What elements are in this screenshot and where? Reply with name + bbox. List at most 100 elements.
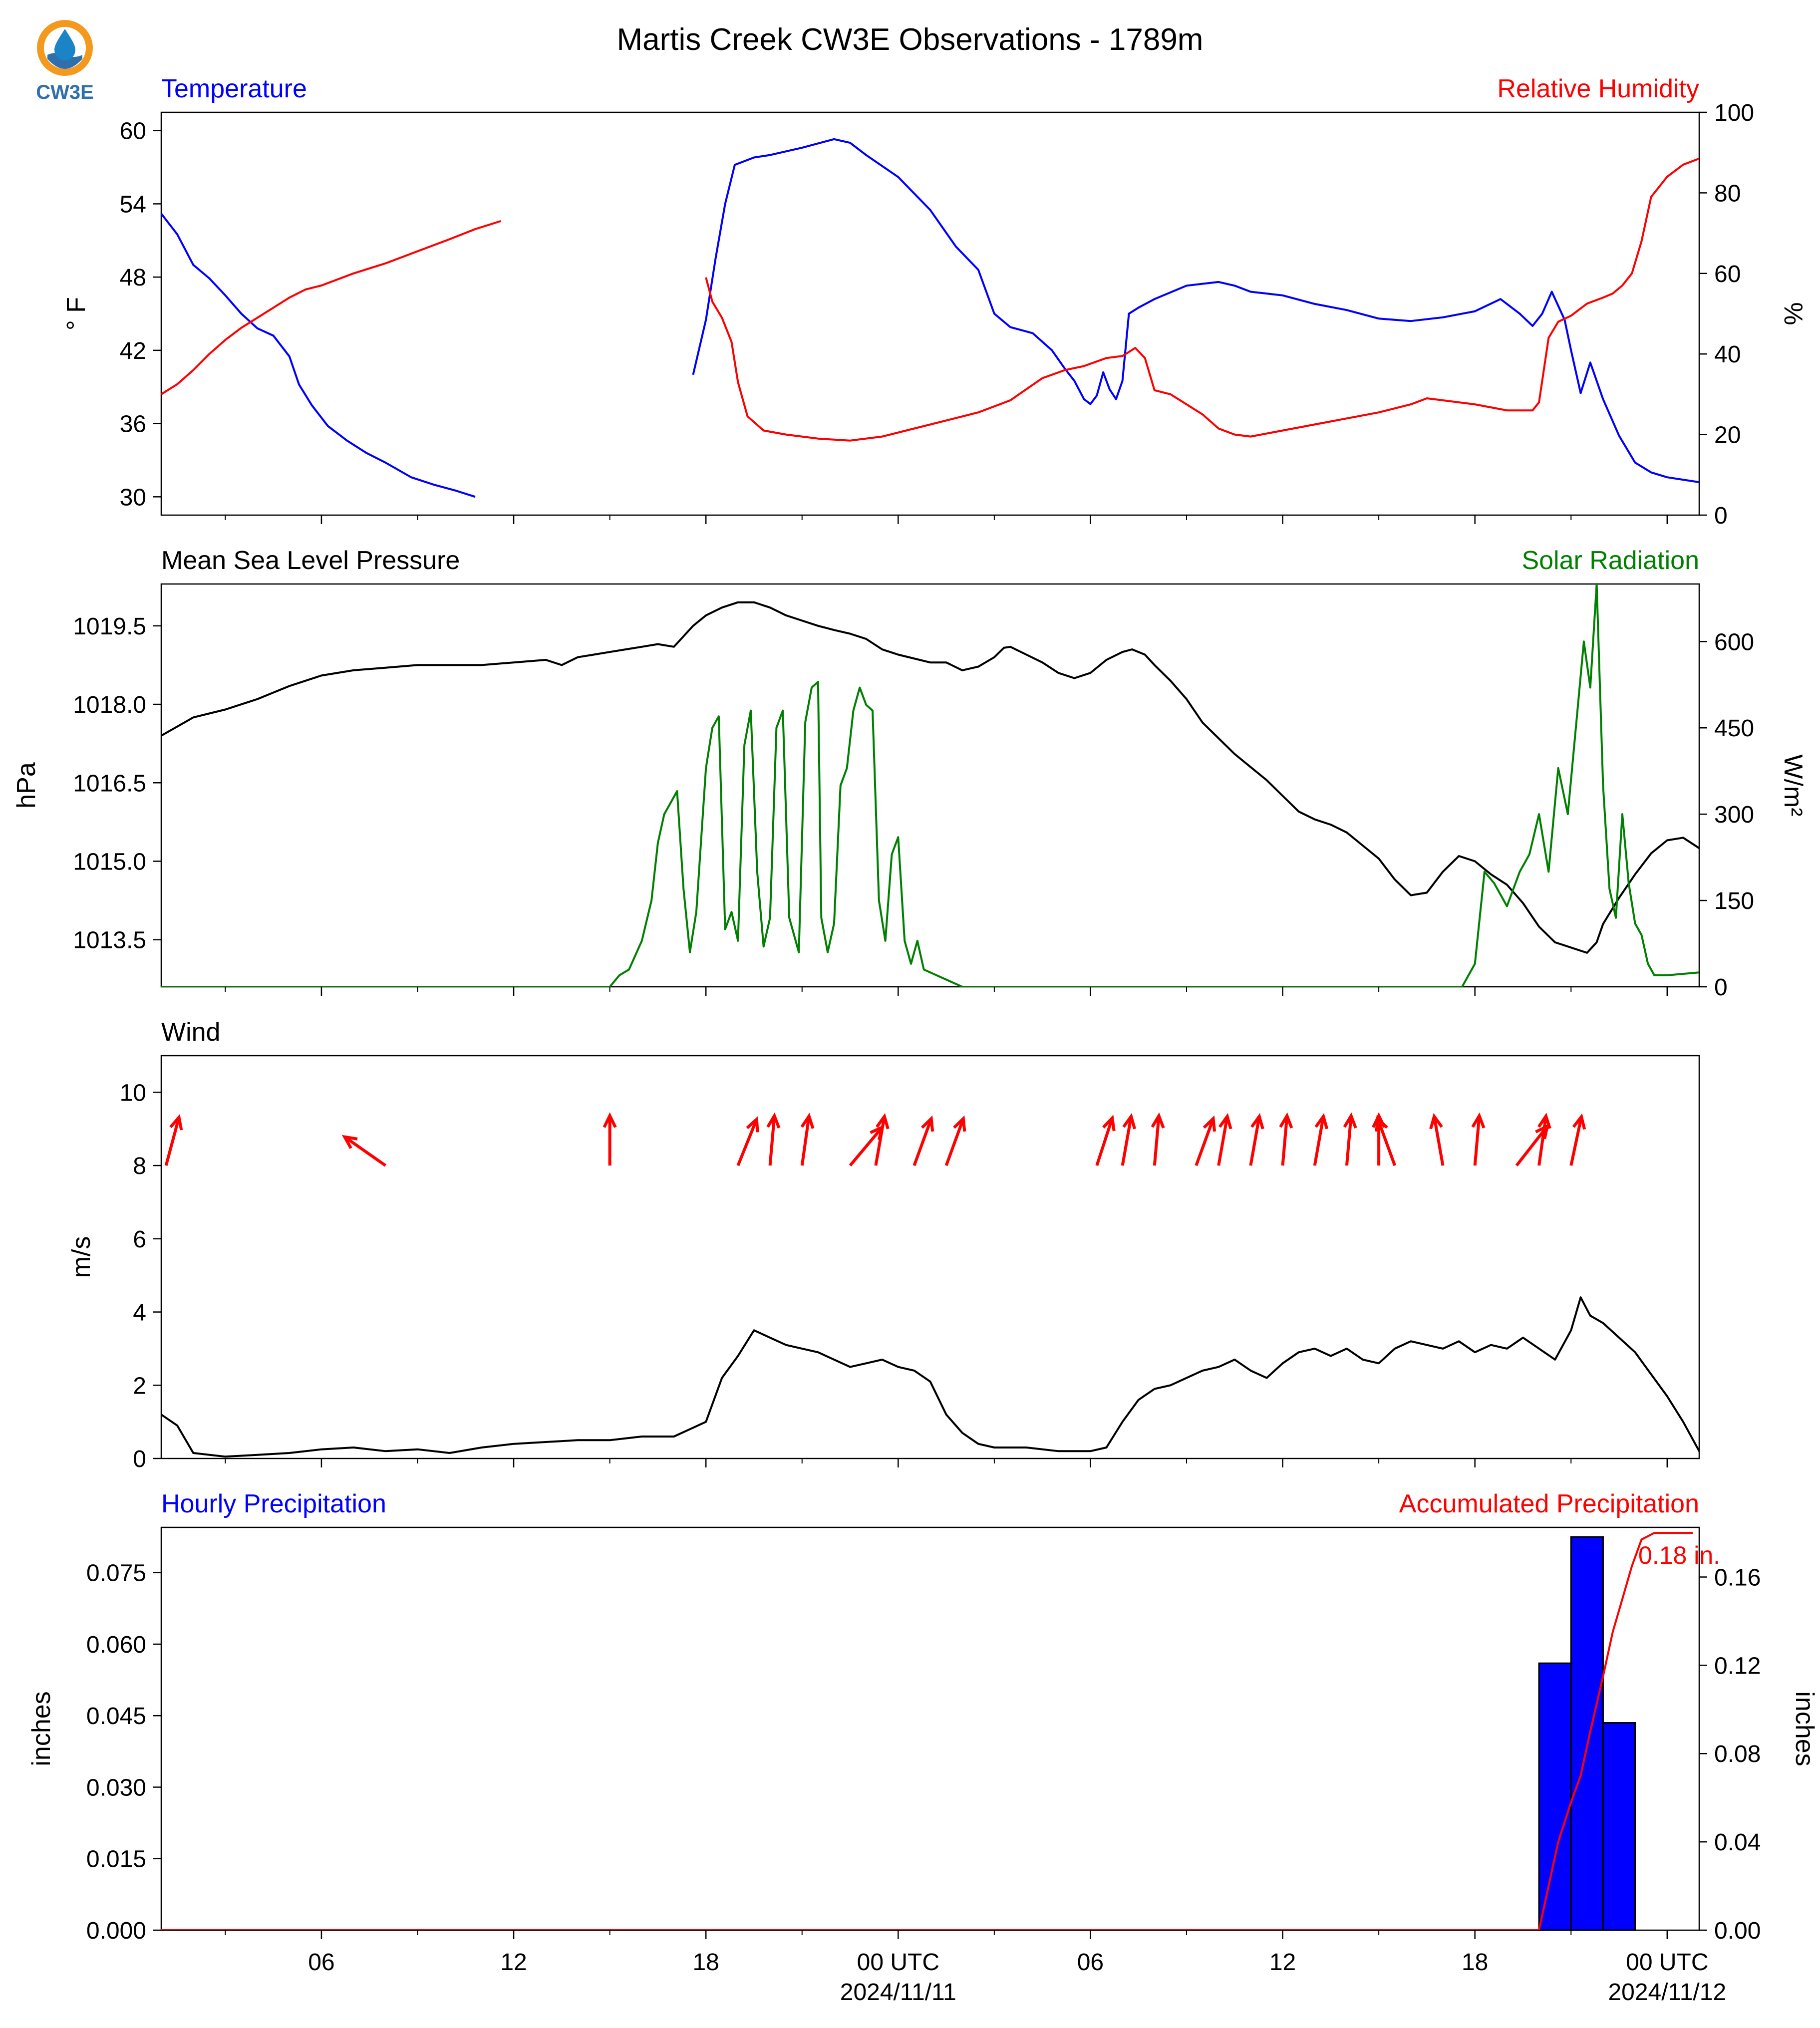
arrow-shaft xyxy=(912,1118,933,1166)
precip-bar xyxy=(1570,1536,1604,1931)
arrow-head xyxy=(1203,1115,1216,1132)
series-line-relative-humidity xyxy=(705,157,1699,442)
y-left-tick-label: 0.060 xyxy=(86,1632,146,1658)
y-right-tick-label: 40 xyxy=(1714,341,1741,368)
y-right-tick-label: 20 xyxy=(1714,422,1741,449)
wind-direction-arrow xyxy=(603,1112,617,1166)
arrow-shaft xyxy=(343,1136,387,1167)
y-right-tick-label: 0.12 xyxy=(1714,1653,1761,1679)
y-left-tick-label: 48 xyxy=(120,265,146,291)
y-right-tick-label: 600 xyxy=(1714,629,1754,655)
y-left-tick-label: 0.030 xyxy=(86,1774,146,1801)
plot-frame xyxy=(160,583,1700,988)
panel-4: Hourly Precipitation Accumulated Precipit… xyxy=(27,1489,1819,2006)
y-left-tick-label: 0.075 xyxy=(86,1560,146,1587)
y-left-tick-label: 42 xyxy=(120,338,146,364)
x-tick-label: 12 xyxy=(1269,1949,1296,1976)
logo-drop-icon xyxy=(54,29,75,60)
x-tick-label: 00 UTC xyxy=(857,1949,939,1976)
panel-left-title: Temperature xyxy=(161,74,307,103)
arrow-head xyxy=(1429,1113,1443,1130)
panel-left-title: Wind xyxy=(161,1018,220,1047)
arrow-shaft xyxy=(1433,1116,1445,1166)
arrow-head xyxy=(1279,1112,1293,1129)
x-date-label: 2024/11/12 xyxy=(1608,1979,1726,2006)
wind-direction-arrow xyxy=(874,1113,890,1166)
arrow-head xyxy=(603,1112,617,1128)
arrow-head xyxy=(1375,1115,1388,1132)
y-left-tick-label: 4 xyxy=(133,1300,146,1326)
precip-bar xyxy=(1602,1722,1636,1931)
wind-direction-arrow xyxy=(341,1135,387,1167)
arrow-shaft xyxy=(874,1116,886,1166)
y-left-axis-label: hPa xyxy=(12,762,41,809)
plot-frame xyxy=(160,1055,1700,1459)
panel-3: Wind 0 2 4 6 8 10 m/s xyxy=(67,1018,1700,1472)
x-tick-label: 06 xyxy=(308,1949,334,1976)
precip-bar xyxy=(1538,1662,1572,1931)
arrow-head xyxy=(1151,1112,1165,1129)
arrow-shaft xyxy=(1195,1118,1215,1166)
x-tick-label: 00 UTC xyxy=(1626,1949,1708,1976)
y-right-tick-label: 0 xyxy=(1714,503,1728,529)
panel-right-title: Solar Radiation xyxy=(1521,546,1699,575)
arrow-head xyxy=(876,1113,890,1130)
series-line-mean-sea-level-pressure xyxy=(161,601,1699,954)
arrow-shaft xyxy=(1473,1116,1481,1166)
wind-direction-arrow xyxy=(164,1114,183,1166)
arrow-shaft xyxy=(1345,1116,1353,1166)
arrow-shaft xyxy=(1249,1116,1261,1166)
arrow-head xyxy=(746,1116,759,1133)
series-line-relative-humidity xyxy=(161,220,501,395)
arrow-shaft xyxy=(1095,1118,1114,1166)
arrow-head xyxy=(920,1115,934,1132)
wind-direction-arrow xyxy=(1471,1112,1486,1166)
logo-text: CW3E xyxy=(36,81,94,103)
wind-direction-arrow xyxy=(736,1116,759,1166)
arrow-shaft xyxy=(1313,1116,1325,1166)
wind-direction-arrow xyxy=(1121,1113,1136,1166)
arrow-head xyxy=(169,1114,183,1131)
arrow-shaft xyxy=(1153,1116,1161,1166)
y-right-tick-label: 0.16 xyxy=(1714,1564,1761,1591)
y-left-tick-label: 0 xyxy=(133,1446,146,1472)
arrow-shaft xyxy=(1217,1116,1229,1166)
wind-direction-arrow xyxy=(944,1115,966,1166)
arrow-head xyxy=(1572,1113,1586,1130)
y-right-axis-label: W/m² xyxy=(1779,754,1808,816)
y-right-tick-label: 450 xyxy=(1714,715,1754,742)
arrow-shaft xyxy=(1376,1118,1397,1166)
logo-water-wave xyxy=(47,53,82,69)
y-left-tick-label: 0.000 xyxy=(86,1918,146,1944)
y-right-axis-label: inches xyxy=(1790,1691,1819,1766)
chart-title: Martis Creek CW3E Observations - 1789m xyxy=(617,22,1204,57)
y-right-tick-label: 100 xyxy=(1714,100,1754,126)
arrow-head xyxy=(1343,1112,1357,1129)
x-tick-label: 12 xyxy=(500,1949,527,1976)
y-left-tick-label: 36 xyxy=(120,411,146,438)
wind-direction-arrow xyxy=(1195,1115,1216,1166)
arrow-head xyxy=(1218,1113,1232,1130)
arrow-shaft xyxy=(944,1118,965,1166)
arrow-head xyxy=(1535,1123,1549,1140)
arrow-head xyxy=(1250,1113,1264,1130)
arrow-shaft xyxy=(1281,1116,1289,1166)
arrow-head xyxy=(341,1135,358,1149)
panel-left-title: Mean Sea Level Pressure xyxy=(161,546,460,575)
arrow-head xyxy=(1102,1115,1116,1132)
cw3e-logo: CW3E xyxy=(27,19,102,104)
panel-right-title: Accumulated Precipitation xyxy=(1399,1489,1699,1518)
wind-direction-arrow xyxy=(766,1112,781,1166)
y-left-tick-label: 8 xyxy=(133,1153,146,1179)
y-left-tick-label: 0.045 xyxy=(86,1703,146,1730)
y-left-axis-label: ° F xyxy=(62,297,91,330)
arrow-head xyxy=(1122,1113,1136,1130)
y-left-tick-label: 1013.5 xyxy=(73,927,146,954)
wind-direction-arrow xyxy=(1343,1112,1357,1166)
arrow-head xyxy=(766,1112,781,1129)
panel-left-title: Hourly Precipitation xyxy=(161,1489,386,1518)
y-right-axis-label: % xyxy=(1779,302,1808,325)
plot-frame xyxy=(160,1526,1700,1931)
x-tick-label: 06 xyxy=(1077,1949,1104,1976)
